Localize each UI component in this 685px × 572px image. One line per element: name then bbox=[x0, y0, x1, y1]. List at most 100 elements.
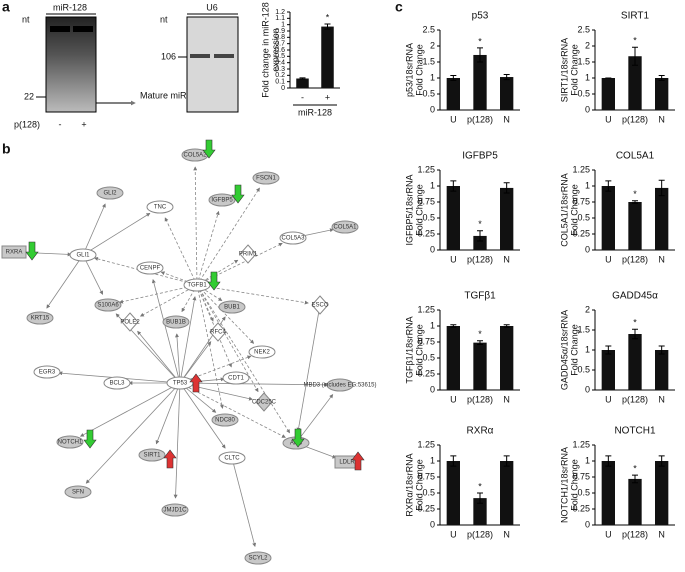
network-edge bbox=[173, 382, 181, 499]
network-node-label: FSCN1 bbox=[256, 176, 276, 182]
x-axis-label: miR-128 bbox=[298, 107, 332, 117]
y-tick-label: 2.5 bbox=[422, 24, 435, 34]
network-edge bbox=[296, 304, 321, 432]
network-node bbox=[64, 485, 92, 499]
y-tick-label: 0 bbox=[430, 384, 435, 394]
network-edge bbox=[85, 382, 181, 484]
network-node-label: BCL3 bbox=[109, 381, 125, 387]
x-tick-label: N bbox=[503, 114, 510, 124]
x-tick-label: N bbox=[503, 394, 510, 404]
x-tick-label: N bbox=[503, 529, 510, 539]
network-node bbox=[69, 248, 97, 262]
network-node bbox=[162, 315, 190, 329]
regulation-arrow bbox=[25, 241, 39, 261]
y-tick-label: 0.25 bbox=[572, 503, 590, 513]
chart-title: IGFBP5 bbox=[462, 151, 498, 162]
y-tick-label: 0.5 bbox=[577, 212, 590, 222]
network-edge bbox=[82, 212, 151, 256]
error-bar bbox=[503, 182, 510, 194]
panel-label: b bbox=[2, 141, 11, 157]
x-tick-label: - bbox=[301, 92, 304, 102]
y-tick-label: 1.25 bbox=[417, 164, 435, 174]
x-tick-label: U bbox=[450, 394, 457, 404]
y-tick-label: 0 bbox=[585, 104, 590, 114]
x-tick-label: p(128) bbox=[467, 114, 493, 124]
error-bar bbox=[658, 455, 665, 467]
x-tick-label: U bbox=[605, 529, 612, 539]
network-node bbox=[96, 186, 124, 200]
network-edge bbox=[196, 284, 255, 344]
blot-marker: 106 bbox=[161, 51, 176, 61]
y-axis-label: p53/18srRNA bbox=[404, 43, 414, 97]
y-tick-label: 0.6 bbox=[275, 47, 285, 54]
bar bbox=[500, 461, 514, 525]
error-bar bbox=[632, 46, 638, 66]
y-tick-label: 0.9 bbox=[275, 28, 285, 35]
y-axis-label: Fold Change bbox=[414, 44, 424, 96]
annotation: * bbox=[326, 12, 330, 22]
network-edge bbox=[137, 330, 181, 384]
blot-image bbox=[46, 17, 96, 112]
error-bar bbox=[632, 474, 638, 484]
y-tick-label: 1.25 bbox=[572, 439, 590, 449]
regulation-arrow bbox=[207, 271, 221, 291]
lane: - bbox=[59, 119, 62, 129]
bar bbox=[446, 326, 460, 390]
annotation: * bbox=[633, 463, 637, 473]
x-tick-label: + bbox=[325, 92, 330, 102]
network-node-label: NEK2 bbox=[254, 350, 270, 356]
bar bbox=[321, 26, 334, 88]
y-tick-label: 0 bbox=[281, 85, 285, 92]
network-node-label: TGFB1 bbox=[187, 283, 207, 289]
network-node bbox=[331, 220, 359, 234]
network-node-label: S100A6 bbox=[97, 303, 119, 309]
network-node bbox=[94, 298, 122, 312]
network-edge bbox=[196, 210, 220, 286]
network-edge bbox=[196, 284, 309, 305]
y-tick-label: 0.8 bbox=[275, 34, 285, 41]
error-bar bbox=[477, 47, 483, 63]
y-tick-label: 0.75 bbox=[572, 471, 590, 481]
bar bbox=[628, 202, 642, 250]
error-bar bbox=[658, 179, 665, 197]
chart-title: NOTCH1 bbox=[614, 426, 656, 437]
network-node-label: SFN bbox=[72, 490, 84, 496]
network-node bbox=[161, 503, 189, 517]
network-node-label: GLI1 bbox=[76, 253, 90, 259]
y-axis-label: NOTCH1/18srRNA bbox=[559, 447, 569, 523]
x-tick-label: U bbox=[450, 254, 457, 264]
network-node-label: TP53 bbox=[173, 381, 188, 387]
network-node-label: ESCO bbox=[311, 303, 328, 309]
x-tick-label: p(128) bbox=[622, 114, 648, 124]
y-axis-label: Fold Change bbox=[569, 324, 579, 376]
network-node-label: COL5A2 bbox=[183, 153, 207, 159]
y-tick-label: 0.7 bbox=[275, 41, 285, 48]
x-tick-label: U bbox=[605, 254, 612, 264]
network-edge bbox=[175, 333, 181, 384]
network-node-label: LDLR bbox=[339, 460, 355, 466]
y-tick-label: 1.2 bbox=[275, 9, 285, 16]
network-node-label: COL5A3 bbox=[281, 236, 305, 242]
lane: + bbox=[81, 119, 86, 129]
network-edge bbox=[179, 382, 226, 449]
regulation-arrow bbox=[291, 428, 305, 448]
network-node bbox=[248, 345, 276, 359]
chart-title: SIRT1 bbox=[621, 11, 650, 22]
x-tick-label: p(128) bbox=[467, 254, 493, 264]
y-tick-label: 0.3 bbox=[275, 66, 285, 73]
error-bar bbox=[477, 340, 483, 346]
annotation: * bbox=[478, 329, 482, 339]
y-axis-label: IGFBP5/18srRNA bbox=[404, 174, 414, 245]
chart-title: RXRα bbox=[467, 426, 494, 437]
y-tick-label: 0 bbox=[585, 244, 590, 254]
network-node-label: NOTCH1 bbox=[58, 440, 83, 446]
network-node-label: SIRT1 bbox=[144, 453, 162, 459]
error-bar bbox=[658, 345, 665, 355]
error-bar bbox=[477, 230, 483, 242]
y-tick-label: 0 bbox=[430, 104, 435, 114]
panel-label: a bbox=[2, 0, 10, 15]
bar bbox=[628, 478, 642, 525]
y-axis-label: RXRα/18srRNA bbox=[404, 453, 414, 516]
chart-title: GADD45α bbox=[612, 291, 658, 302]
blot-title: miR-128 bbox=[53, 2, 87, 12]
